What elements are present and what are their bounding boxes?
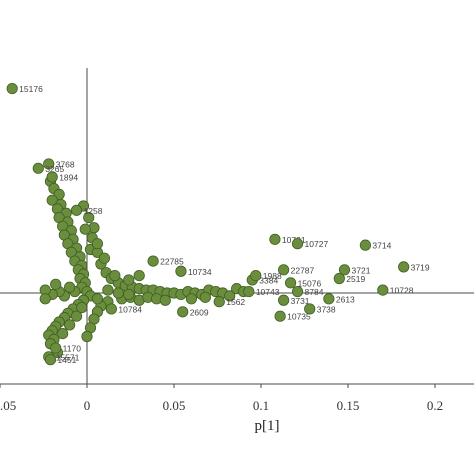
point-label: 2609 <box>190 307 209 317</box>
data-point <box>76 301 88 314</box>
x-tick-label: 0.05 <box>163 398 186 413</box>
point-label: 1562 <box>226 297 245 307</box>
data-point <box>278 264 290 276</box>
point-label: 3384 <box>259 275 278 285</box>
data-point <box>159 294 171 306</box>
point-label: 22787 <box>291 265 315 275</box>
data-point <box>377 284 389 296</box>
data-point <box>102 284 114 296</box>
x-tick-labels: .05 0 0.05 0.1 0.15 0.2 <box>0 384 443 413</box>
data-point <box>64 281 76 293</box>
data-point <box>57 327 69 340</box>
data-point <box>109 269 121 282</box>
data-point <box>213 296 225 308</box>
data-point <box>323 293 335 305</box>
data-point <box>147 255 159 267</box>
point-label: 10735 <box>287 312 311 322</box>
data-point <box>278 294 290 306</box>
point-label: 1894 <box>59 173 78 183</box>
point-label: 2519 <box>346 274 365 284</box>
point-label: 15076 <box>298 278 322 288</box>
x-tick-label: 0.15 <box>337 398 360 413</box>
point-label: 1170 <box>63 344 82 354</box>
data-point <box>304 303 316 315</box>
unlabeled-points <box>39 175 250 359</box>
data-point <box>199 291 211 303</box>
point-label: 3719 <box>411 262 430 272</box>
x-tick-label: 0.1 <box>253 398 269 413</box>
data-point <box>338 264 351 276</box>
data-point <box>185 293 197 305</box>
data-point <box>274 310 286 322</box>
data-point <box>291 238 304 250</box>
data-point <box>123 274 135 286</box>
point-label: 10727 <box>305 239 329 249</box>
data-point <box>98 252 111 264</box>
data-point <box>105 303 117 315</box>
x-tick-label: .05 <box>0 398 16 413</box>
point-label: 1451 <box>57 355 76 365</box>
point-label: 1258 <box>84 206 103 216</box>
point-label: 3265 <box>45 164 64 174</box>
point-label: 3768 <box>56 159 75 169</box>
data-point <box>291 285 304 298</box>
point-label: 15571 <box>56 352 80 362</box>
data-point <box>284 277 297 289</box>
data-point <box>39 293 51 305</box>
data-point <box>32 162 44 174</box>
point-label: 3731 <box>291 296 310 306</box>
data-point <box>333 272 345 285</box>
data-point <box>46 171 58 183</box>
point-label: 10734 <box>188 267 212 277</box>
data-point <box>398 261 410 273</box>
data-point <box>43 158 55 170</box>
point-label: 10743 <box>256 287 280 297</box>
data-point <box>177 306 189 318</box>
data-point <box>83 212 95 224</box>
labeled-points: 1517637683265107311072737143719227873721… <box>6 82 430 366</box>
point-label: 3721 <box>352 265 371 275</box>
data-point <box>70 204 83 216</box>
data-point <box>44 354 57 366</box>
data-point <box>123 288 135 301</box>
data-point <box>91 238 104 250</box>
data-point <box>50 342 62 354</box>
x-axis-title: p[1] <box>255 418 280 434</box>
data-point <box>50 278 62 290</box>
data-point <box>359 239 371 251</box>
data-point <box>269 233 281 245</box>
point-label: 3738 <box>317 304 336 314</box>
data-point <box>79 223 91 235</box>
point-label: 10728 <box>390 286 414 296</box>
data-point <box>6 82 18 95</box>
point-label: 22785 <box>160 257 184 267</box>
data-point <box>175 265 187 277</box>
data-point <box>91 293 104 305</box>
point-label: 3714 <box>372 241 391 251</box>
data-point <box>133 269 145 282</box>
data-point <box>81 330 93 343</box>
x-tick-label: 0.2 <box>427 398 443 413</box>
data-point <box>243 285 255 298</box>
point-label: 15176 <box>19 84 43 94</box>
point-label: 2613 <box>336 294 355 304</box>
data-point <box>112 287 124 299</box>
data-point <box>70 310 83 322</box>
data-point <box>64 319 76 331</box>
data-point <box>224 290 236 302</box>
data-point <box>250 269 262 282</box>
point-label: 10784 <box>118 304 142 314</box>
x-tick-label: 0 <box>84 398 91 413</box>
point-label: 8784 <box>305 287 324 297</box>
point-label: 1988 <box>263 271 282 281</box>
